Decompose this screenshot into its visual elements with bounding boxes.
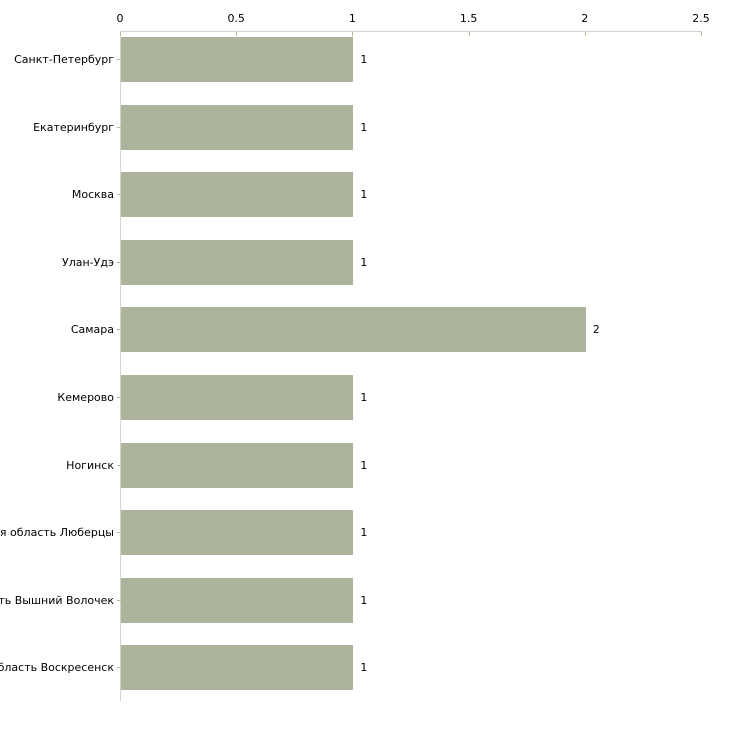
bar-line: Ногинск 1 <box>0 442 730 488</box>
value-label: 1 <box>360 255 368 269</box>
x-axis-tick-mark <box>120 32 121 36</box>
category-tick <box>117 599 121 601</box>
y-axis-line <box>120 31 121 701</box>
category-label: кая область Люберцы <box>0 526 114 540</box>
category-cell: кая область Люберцы <box>0 510 121 555</box>
category-label: Кемерово <box>57 390 114 404</box>
category-label: Ногинск <box>66 458 114 472</box>
bar-row: Кемерово 1 <box>0 370 730 438</box>
category-label: Москва <box>71 188 114 202</box>
bar-line: Екатеринбург 1 <box>0 104 730 150</box>
bar-line: сть Вышний Волочек 1 <box>0 577 730 623</box>
category-cell: Ногинск <box>0 443 121 488</box>
value-label: 1 <box>360 120 368 134</box>
category-cell: сть Вышний Волочек <box>0 578 121 623</box>
bar-line: Москва 1 <box>0 172 730 218</box>
bar-line: область Воскресенск 1 <box>0 645 730 691</box>
x-axis-tick-label: 0.5 <box>227 12 245 25</box>
value-label: 1 <box>360 526 368 540</box>
category-cell: Кемерово <box>0 375 121 420</box>
bar <box>121 442 354 488</box>
category-tick <box>117 261 121 263</box>
value-label: 2 <box>592 323 600 337</box>
category-cell: Самара <box>0 307 121 352</box>
category-cell: Улан-Удэ <box>0 240 121 285</box>
bar <box>121 307 586 353</box>
category-label: Улан-Удэ <box>62 255 114 269</box>
category-tick <box>117 194 121 196</box>
x-axis-tick-label: 1 <box>348 12 356 25</box>
x-axis-tick-mark <box>468 32 470 36</box>
x-axis-tick-label: 1.5 <box>459 12 478 25</box>
x-axis-tick-mark <box>236 32 238 36</box>
category-cell: Москва <box>0 172 121 217</box>
bar-rows: Санкт-Петербург 1 Екатеринбург 1 Москва … <box>0 32 730 708</box>
category-label: Самара <box>70 323 114 337</box>
value-label: 1 <box>360 458 368 472</box>
bar <box>121 37 354 82</box>
bar <box>121 104 354 150</box>
bar-row: Улан-Удэ 1 <box>0 235 730 303</box>
bar-line: Самара 2 <box>0 307 730 353</box>
category-label: Екатеринбург <box>33 120 114 134</box>
category-tick <box>117 464 121 466</box>
category-cell: Санкт-Петербург <box>0 37 121 82</box>
x-axis-tick-mark <box>584 32 586 36</box>
category-label: сть Вышний Волочек <box>0 593 114 607</box>
value-label: 1 <box>360 390 368 404</box>
category-tick <box>117 667 121 669</box>
bar-line: Кемерово 1 <box>0 374 730 420</box>
x-axis-tick-label: 2 <box>581 12 589 25</box>
category-cell: Екатеринбург <box>0 105 121 150</box>
category-label: область Воскресенск <box>0 661 114 675</box>
bar-row: Санкт-Петербург 1 <box>0 32 730 100</box>
bar-line: кая область Люберцы 1 <box>0 510 730 556</box>
bar-row: Ногинск 1 <box>0 438 730 506</box>
category-tick <box>117 329 121 331</box>
bar-row: область Воскресенск 1 <box>0 640 730 708</box>
category-cell: область Воскресенск <box>0 645 121 690</box>
bar <box>121 510 354 556</box>
bar-line: Улан-Удэ 1 <box>0 239 730 285</box>
category-tick <box>117 396 121 398</box>
value-label: 1 <box>360 53 368 66</box>
bar-row: Екатеринбург 1 <box>0 100 730 168</box>
x-axis-tick-mark <box>352 32 354 36</box>
bar <box>121 577 354 623</box>
bar-row: сть Вышний Волочек 1 <box>0 573 730 641</box>
bar <box>121 645 354 691</box>
bar-row: кая область Люберцы 1 <box>0 505 730 573</box>
category-label: Санкт-Петербург <box>14 53 114 66</box>
bar-row: Самара 2 <box>0 302 730 370</box>
value-label: 1 <box>360 593 368 607</box>
bar-row: Москва 1 <box>0 167 730 235</box>
bar-line: Санкт-Петербург 1 <box>0 37 730 82</box>
value-label: 1 <box>360 661 368 675</box>
value-label: 1 <box>360 188 368 202</box>
bar <box>121 374 354 420</box>
bar <box>121 172 354 218</box>
x-axis: 0 0.5 1 1.5 2 2.5 <box>0 12 730 27</box>
category-tick <box>117 532 121 534</box>
x-axis-tick-label: 0 <box>116 12 124 25</box>
category-tick <box>117 59 121 60</box>
category-tick <box>117 126 121 128</box>
x-axis-line <box>120 31 702 32</box>
x-axis-tick-mark <box>701 32 702 36</box>
bar <box>121 239 354 285</box>
x-axis-tick-label: 2.5 <box>692 12 710 25</box>
